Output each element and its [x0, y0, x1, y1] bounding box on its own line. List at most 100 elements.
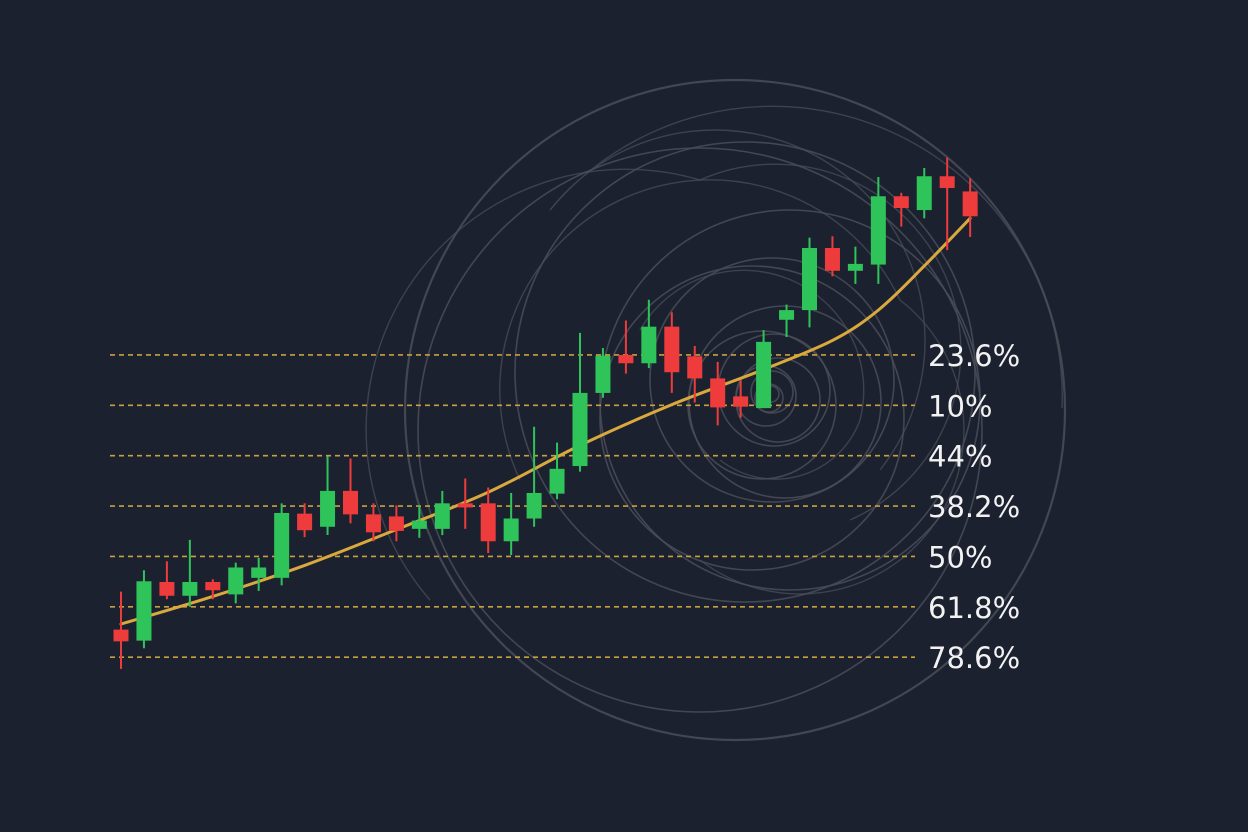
candle-bearish: [297, 503, 313, 538]
candle-bearish: [687, 346, 703, 403]
fib-level-label: 61.8%: [928, 591, 1020, 625]
candle-bullish: [434, 490, 450, 536]
candle-bullish: [595, 348, 611, 398]
candle-body: [756, 341, 772, 409]
candle-bearish: [480, 487, 496, 553]
fib-level-label: 23.6%: [928, 339, 1020, 373]
candle-bearish: [457, 478, 473, 529]
candle-bearish: [733, 380, 749, 418]
candle-body: [503, 518, 519, 542]
candle-body: [274, 512, 290, 578]
candle-body: [870, 196, 886, 265]
candle-bearish: [939, 157, 955, 251]
candle-body: [182, 581, 198, 596]
spiral-ring: [417, 147, 983, 713]
spiral-ring: [688, 305, 882, 499]
candle-body: [641, 326, 657, 364]
spiral-ring: [403, 78, 1067, 742]
spiral-ring: [514, 141, 976, 603]
trend-line-layer: [119, 216, 972, 626]
candle-bullish: [847, 246, 863, 284]
spiral-arm: [549, 105, 1063, 471]
fibonacci-levels: 23.6% 10% 44% 38.2% 50% 61.8% 78.6%: [110, 339, 1020, 675]
candle-body: [802, 248, 817, 311]
candle-body: [343, 490, 358, 515]
candle-body: [549, 468, 565, 494]
spiral-ring: [599, 265, 905, 571]
candle-bullish: [756, 330, 772, 409]
candle-bearish: [824, 236, 840, 277]
candle-bullish: [641, 299, 657, 369]
candle-body: [939, 176, 955, 188]
candle-body: [572, 392, 588, 467]
candle-bearish: [113, 591, 129, 669]
candle-body: [847, 263, 863, 271]
fib-level-label: 38.2%: [928, 490, 1020, 524]
candle-bullish: [549, 442, 565, 500]
fib-level-label: 44%: [928, 440, 992, 474]
candle-body: [687, 356, 703, 379]
candle-bullish: [274, 503, 290, 586]
candle-body: [962, 191, 978, 217]
candle-body: [388, 516, 404, 531]
candle-body: [779, 310, 795, 320]
candle-body: [434, 503, 450, 529]
candle-bearish: [388, 505, 404, 542]
candle-bearish: [365, 503, 381, 542]
candle-bullish: [320, 456, 336, 536]
candle-body: [136, 581, 152, 641]
spiral-ring: [599, 209, 981, 591]
candle-bullish: [779, 304, 795, 338]
candle-bearish: [159, 561, 175, 600]
candle-body: [297, 513, 313, 531]
candle-body: [824, 248, 840, 271]
candle-body: [228, 567, 244, 595]
candle-body: [411, 520, 427, 529]
fib-level-label: 50%: [928, 540, 992, 574]
candle-bullish: [503, 492, 519, 556]
candle-bullish: [526, 426, 542, 527]
candle-bullish: [870, 176, 886, 284]
candle-bullish: [572, 332, 588, 472]
candle-body: [664, 326, 680, 373]
candle-body: [159, 581, 175, 596]
candles: [113, 157, 978, 669]
spiral-arm: [499, 179, 965, 595]
candle-body: [710, 378, 726, 408]
candle-bearish: [618, 320, 634, 374]
candle-bullish: [182, 539, 198, 607]
fib-level-label: 10%: [928, 389, 992, 423]
candle-body: [113, 629, 129, 642]
candle-bearish: [664, 312, 680, 393]
fibonacci-spiral-overlay: [365, 78, 1067, 742]
candle-bearish: [710, 361, 726, 426]
candle-bullish: [228, 562, 244, 604]
trend-line: [119, 216, 972, 626]
candle-bullish: [251, 557, 267, 591]
candle-body: [733, 396, 749, 407]
candle-body: [618, 354, 634, 364]
candle-body: [526, 492, 542, 519]
spiral-ring: [750, 370, 794, 414]
candle-bullish: [136, 570, 152, 649]
candle-body: [480, 503, 496, 542]
candle-bullish: [802, 237, 817, 328]
candle-bullish: [411, 505, 427, 538]
candle-body: [457, 503, 473, 508]
candle-bearish: [205, 579, 221, 600]
candle-bullish: [916, 167, 932, 219]
candle-bearish: [893, 192, 909, 227]
spiral-ring: [649, 257, 895, 503]
fib-level-label: 78.6%: [928, 641, 1020, 675]
candle-body: [251, 567, 267, 578]
candle-body: [320, 490, 336, 527]
candle-bearish: [343, 458, 358, 524]
candle-body: [205, 581, 221, 591]
candle-bearish: [962, 178, 978, 237]
candle-body: [595, 355, 611, 393]
candle-body: [893, 196, 909, 208]
candle-body: [365, 514, 381, 533]
candle-body: [916, 176, 932, 211]
